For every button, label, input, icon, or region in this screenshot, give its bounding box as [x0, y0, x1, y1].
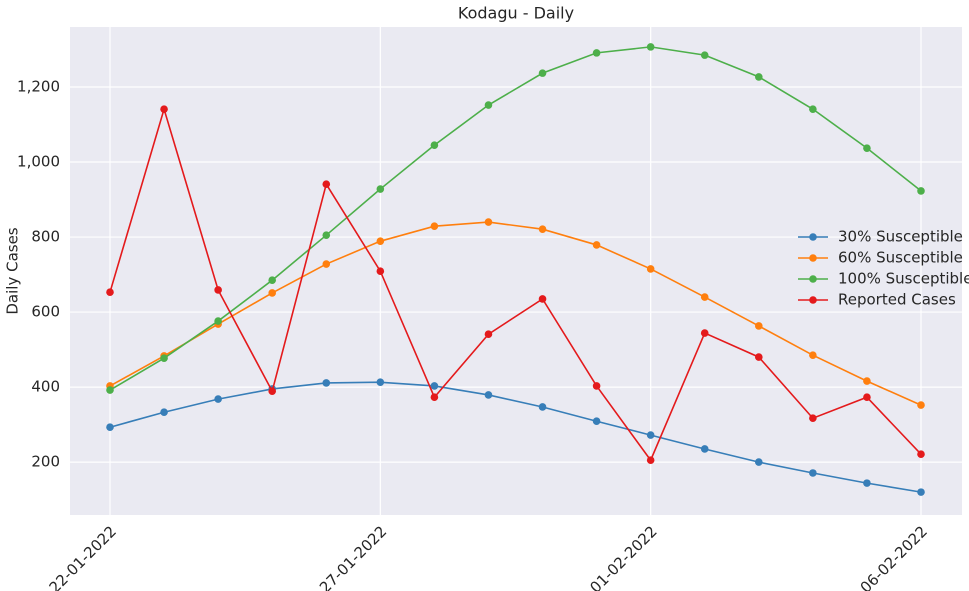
- point: [322, 180, 331, 188]
- point: [322, 379, 331, 387]
- point: [268, 276, 277, 284]
- point: [484, 391, 493, 399]
- x-tick-label: 27-01-2022: [316, 522, 390, 591]
- series-line: [109, 381, 922, 493]
- legend-marker: [809, 296, 817, 304]
- point: [917, 450, 925, 459]
- point: [538, 295, 547, 303]
- series-line: [109, 221, 922, 406]
- point: [484, 101, 493, 109]
- point: [755, 458, 763, 466]
- x-tick-label: 22-01-2022: [46, 522, 120, 591]
- point: [376, 237, 385, 245]
- point: [214, 286, 222, 294]
- point: [755, 322, 763, 330]
- point: [538, 69, 547, 77]
- legend-label: 100% Susceptible: [838, 270, 969, 288]
- point: [322, 260, 331, 268]
- point: [700, 51, 709, 59]
- point: [646, 265, 655, 273]
- x-tick-label: 06-02-2022: [857, 522, 931, 591]
- point: [809, 351, 817, 360]
- point: [809, 105, 817, 113]
- point: [268, 387, 277, 396]
- point: [917, 187, 925, 195]
- point: [592, 241, 601, 249]
- series-line: [109, 106, 922, 462]
- point: [538, 403, 547, 411]
- point: [592, 49, 601, 57]
- point: [863, 144, 871, 152]
- point: [376, 378, 385, 387]
- point: [592, 417, 601, 426]
- chart-title: Kodagu - Daily: [458, 4, 574, 23]
- point: [863, 377, 871, 385]
- point: [160, 408, 168, 417]
- point: [484, 218, 493, 226]
- legend-label: 30% Susceptible: [838, 228, 963, 246]
- point: [592, 382, 601, 390]
- point: [268, 289, 277, 297]
- point: [106, 423, 114, 432]
- point: [430, 393, 439, 402]
- point: [700, 329, 709, 337]
- point: [376, 267, 385, 275]
- point: [917, 488, 925, 496]
- y-tick-label: 600: [31, 303, 60, 321]
- y-tick-label: 1,000: [17, 153, 60, 171]
- y-tick-label: 800: [31, 228, 60, 246]
- legend-marker: [809, 275, 817, 283]
- point: [863, 479, 871, 487]
- y-tick-label: 1,200: [17, 78, 60, 96]
- point: [755, 73, 763, 81]
- point: [700, 445, 709, 453]
- point: [376, 185, 385, 193]
- point: [160, 105, 168, 113]
- x-tick-label: 01-02-2022: [586, 522, 660, 591]
- point: [106, 386, 114, 394]
- point: [160, 354, 168, 363]
- point: [430, 382, 439, 390]
- legend-marker: [809, 254, 817, 262]
- y-tick-label: 400: [31, 378, 60, 396]
- series-line: [109, 46, 922, 391]
- point: [322, 231, 331, 239]
- y-tick-label: 200: [31, 453, 60, 471]
- point: [484, 330, 493, 339]
- point: [809, 414, 817, 423]
- point: [700, 293, 709, 301]
- point: [863, 393, 871, 402]
- point: [430, 222, 439, 230]
- point: [646, 43, 655, 51]
- point: [214, 317, 222, 325]
- point: [646, 431, 655, 439]
- legend-label: 60% Susceptible: [838, 249, 963, 267]
- legend-label: Reported Cases: [838, 291, 956, 309]
- plot-area: [70, 27, 962, 515]
- point: [755, 353, 763, 361]
- point: [646, 456, 655, 465]
- point: [917, 401, 925, 409]
- point: [106, 288, 114, 296]
- point: [538, 225, 547, 233]
- legend-marker: [809, 233, 817, 241]
- point: [214, 395, 222, 403]
- point: [430, 141, 439, 149]
- y-axis-label: Daily Cases: [4, 227, 22, 314]
- point: [809, 469, 817, 477]
